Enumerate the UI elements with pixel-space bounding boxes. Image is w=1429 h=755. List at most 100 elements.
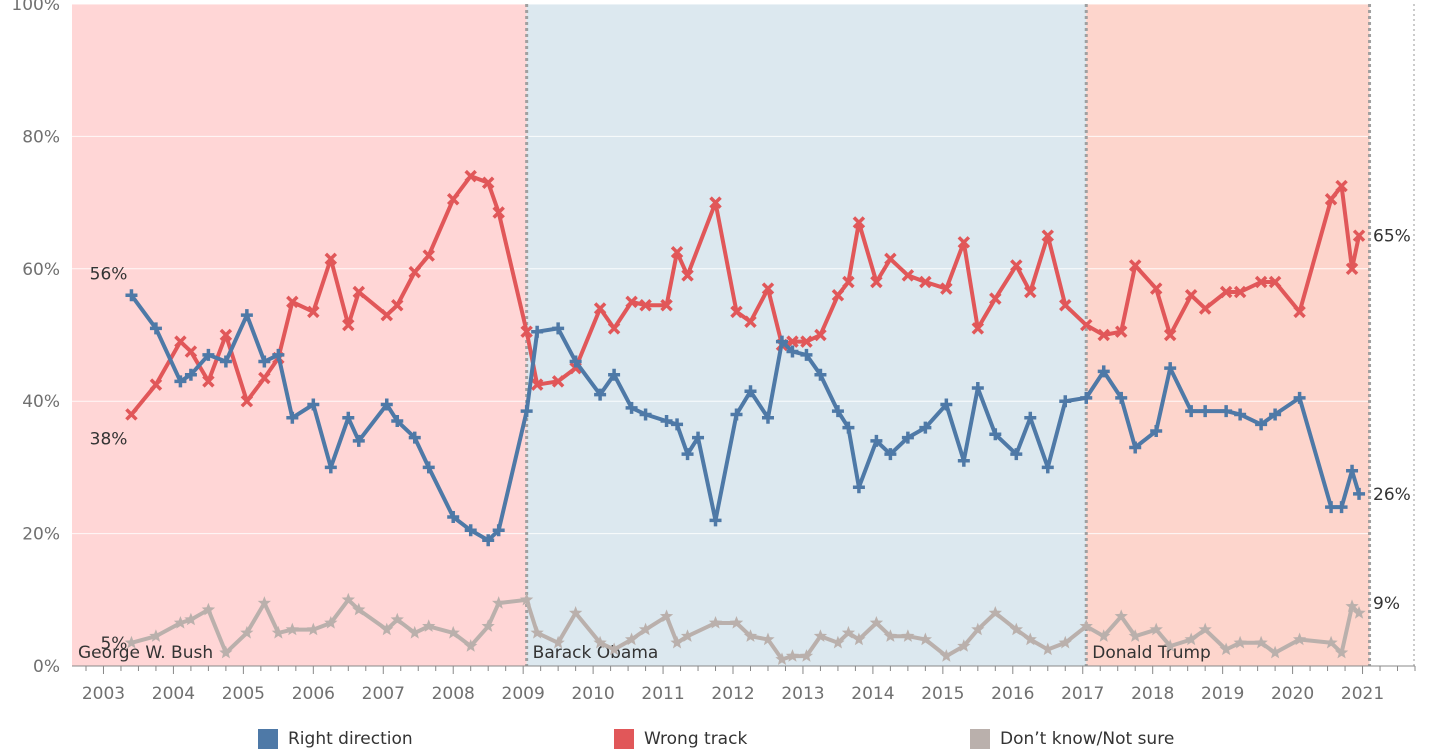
data-point-dont-know	[390, 612, 404, 626]
data-point-right-direction	[594, 388, 607, 401]
data-point-dont-know	[1324, 635, 1338, 649]
data-point-dont-know	[464, 639, 478, 652]
data-point-dont-know	[1009, 622, 1023, 636]
data-point-right-direction	[342, 411, 355, 424]
data-point-right-direction	[608, 368, 621, 381]
start-label-1: 38%	[90, 429, 128, 449]
data-point-dont-know	[1233, 635, 1247, 649]
data-point-dont-know	[285, 622, 299, 636]
data-point-right-direction	[174, 375, 187, 388]
end-label-2: 9%	[1373, 594, 1400, 614]
data-point-wrong-track	[324, 252, 338, 266]
data-point-wrong-track	[342, 318, 355, 332]
data-point-dont-know	[1345, 599, 1359, 613]
data-point-right-direction	[1164, 362, 1177, 375]
data-point-dont-know	[659, 609, 674, 622]
data-point-right-direction	[1234, 408, 1247, 421]
data-point-wrong-track	[464, 169, 477, 183]
data-point-right-direction	[671, 418, 684, 431]
x-tick-label: 2010	[571, 684, 614, 704]
legend-item-right-direction[interactable]: Right direction	[258, 729, 413, 749]
data-point-dont-know	[1268, 645, 1282, 659]
data-point-dont-know	[184, 612, 198, 626]
data-point-wrong-track	[492, 206, 505, 219]
data-point-dont-know	[918, 632, 932, 646]
data-point-wrong-track	[744, 315, 757, 328]
data-point-dont-know	[775, 652, 789, 665]
data-point-wrong-track	[530, 378, 544, 391]
y-tick-label: 100%	[11, 0, 60, 15]
x-tick-label: 2018	[1131, 684, 1174, 704]
x-tick-label: 2008	[432, 684, 475, 704]
data-point-wrong-track	[286, 295, 299, 309]
data-point-right-direction	[971, 381, 984, 394]
y-tick-label: 80%	[22, 127, 60, 147]
data-point-dont-know	[729, 616, 744, 629]
data-point-wrong-track	[240, 394, 254, 408]
data-point-dont-know	[520, 592, 534, 606]
data-point-wrong-track	[660, 298, 673, 312]
x-tick-label: 2014	[851, 684, 894, 704]
data-point-right-direction	[202, 348, 215, 361]
data-point-dont-know	[1041, 642, 1055, 656]
x-tick-label: 2016	[991, 684, 1034, 704]
data-point-dont-know	[1128, 629, 1142, 642]
data-point-right-direction	[814, 368, 827, 381]
data-point-dont-know	[813, 629, 828, 642]
data-point-dont-know	[173, 616, 188, 629]
data-point-dont-know	[883, 629, 897, 642]
data-point-right-direction	[639, 408, 652, 421]
legend-item-wrong-track[interactable]: Wrong track	[614, 729, 747, 749]
data-point-dont-know	[446, 625, 460, 639]
legend-swatch-wrong-track	[614, 729, 634, 749]
data-point-dont-know	[1163, 639, 1177, 652]
data-point-right-direction	[957, 454, 970, 467]
data-point-right-direction	[1024, 411, 1037, 424]
data-point-wrong-track	[639, 298, 652, 312]
data-point-dont-know	[1058, 635, 1072, 649]
data-point-right-direction	[324, 461, 337, 474]
end-label-0: 26%	[1373, 485, 1411, 505]
data-point-right-direction	[1041, 461, 1054, 474]
data-point-right-direction	[1293, 391, 1306, 404]
legend: Right direction Wrong track Don’t know/N…	[0, 729, 1429, 755]
x-tick-label: 2011	[641, 684, 684, 704]
data-point-dont-know	[957, 639, 971, 652]
data-point-dont-know	[1198, 622, 1212, 636]
data-point-right-direction	[408, 431, 421, 444]
data-point-right-direction	[569, 355, 582, 368]
data-point-right-direction	[919, 421, 932, 434]
data-point-right-direction	[1353, 487, 1366, 500]
end-label-1: 65%	[1373, 227, 1411, 247]
data-point-right-direction	[1199, 405, 1212, 418]
data-point-right-direction	[125, 289, 138, 302]
data-point-dont-know	[901, 629, 915, 642]
data-point-right-direction	[464, 524, 477, 537]
data-point-wrong-track	[607, 322, 621, 335]
data-point-right-direction	[884, 448, 897, 461]
data-point-dont-know	[380, 622, 394, 636]
legend-label-right-direction: Right direction	[288, 729, 413, 749]
data-point-right-direction	[730, 408, 743, 421]
data-point-dont-know	[670, 635, 684, 649]
data-point-right-direction	[1335, 501, 1348, 514]
legend-item-dont-know[interactable]: Don’t know/Not sure	[970, 729, 1174, 749]
data-point-wrong-track	[1293, 305, 1306, 319]
data-point-right-direction	[422, 461, 435, 474]
data-point-dont-know	[408, 625, 422, 639]
data-point-dont-know	[841, 625, 856, 639]
data-point-right-direction	[482, 534, 495, 547]
data-point-right-direction	[286, 411, 299, 424]
data-point-right-direction	[380, 398, 393, 411]
data-point-dont-know	[422, 619, 436, 632]
data-point-dont-know	[708, 616, 723, 629]
data-point-wrong-track	[800, 335, 813, 348]
data-point-right-direction	[307, 398, 320, 411]
data-point-right-direction	[520, 405, 533, 418]
data-point-wrong-track	[149, 378, 163, 391]
data-point-right-direction	[219, 355, 232, 368]
data-point-dont-know	[799, 649, 814, 662]
data-point-wrong-track	[957, 236, 971, 249]
data-point-right-direction	[1080, 391, 1093, 404]
data-point-right-direction	[1220, 405, 1233, 418]
